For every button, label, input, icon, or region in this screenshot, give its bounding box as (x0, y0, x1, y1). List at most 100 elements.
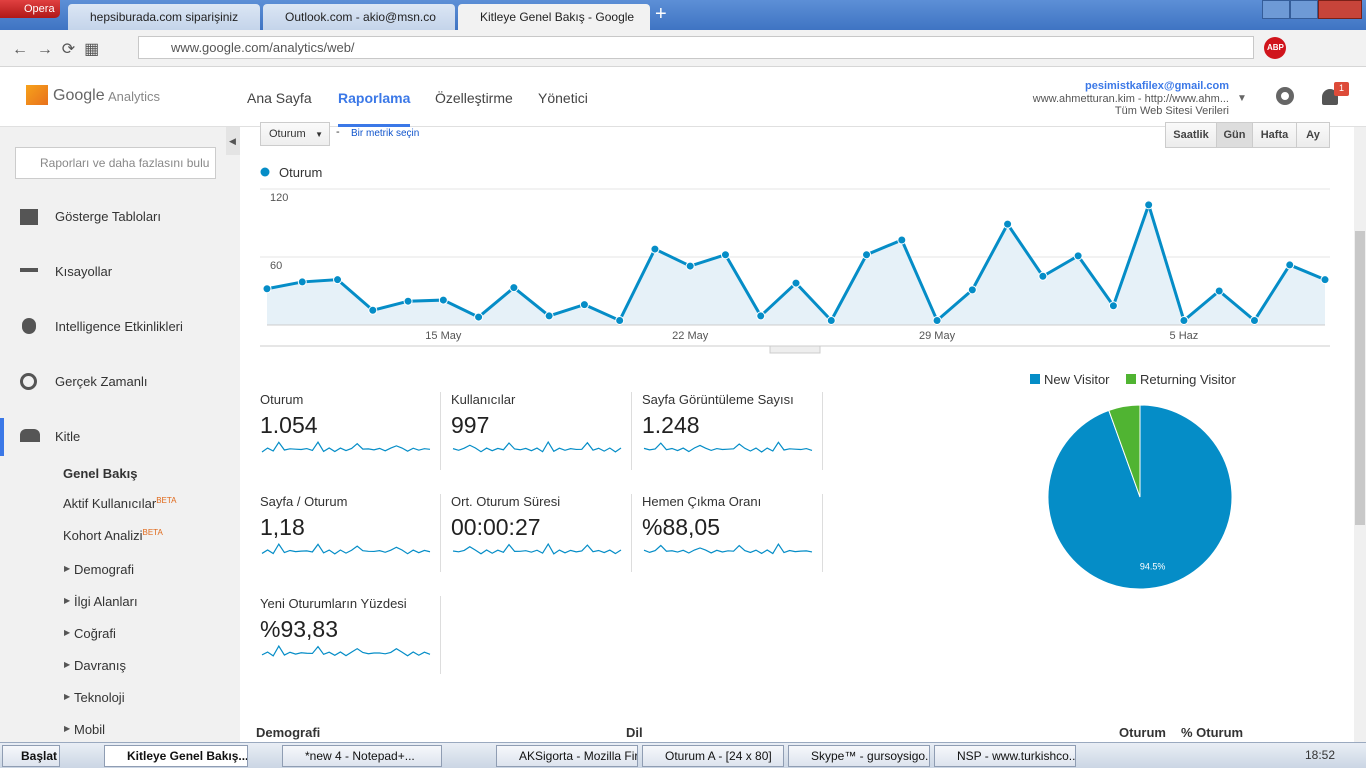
point (685, 261, 695, 271)
point (1073, 251, 1083, 261)
scroll-thumb[interactable] (1355, 231, 1365, 525)
close[interactable] (1318, 0, 1362, 19)
task-item[interactable]: NSP - www.turkishco... (934, 745, 1076, 767)
new-tab[interactable]: + (655, 3, 667, 25)
metric-value: 00:00:27 (451, 514, 541, 540)
task-item[interactable]: Kitleye Genel Bakış... (104, 745, 248, 767)
icon (22, 318, 36, 334)
logo-icon (26, 85, 48, 105)
x-tick-label: 5 Haz (1170, 330, 1199, 342)
sparkline (261, 644, 431, 657)
nav-group[interactable]: Demografi (74, 562, 134, 577)
task-item[interactable]: AKSigorta - Mozilla Fir... (496, 745, 638, 767)
icon (20, 209, 38, 225)
nav-buttons[interactable]: ← → ⟳ ▦ (12, 41, 100, 58)
point (333, 275, 343, 285)
nav-subitem[interactable]: Kohort AnaliziBETA (63, 528, 163, 543)
granularity-button-active[interactable]: Gün (1216, 122, 1253, 148)
nav-group[interactable]: Davranış (74, 658, 127, 673)
taskbar: Başlat Kitleye Genel Bakış... *new 4 - No… (0, 742, 1366, 768)
pie-slice (1047, 404, 1233, 590)
account-dropdown[interactable]: ▼ (1237, 93, 1247, 104)
nav-group[interactable]: Teknoloji (74, 690, 125, 705)
nav-group[interactable]: Coğrafi (74, 626, 116, 641)
account-property[interactable]: www.ahmetturan.kim - http://www.ahm... (1032, 93, 1229, 105)
tab[interactable]: Outlook.com - akio@msn.co (263, 4, 455, 30)
maximize[interactable] (1290, 0, 1318, 19)
tab[interactable]: Kitleye Genel Bakış - Google (458, 4, 650, 30)
sparkline (261, 542, 431, 555)
nav-link[interactable]: Ana Sayfa (247, 90, 312, 106)
nav-group[interactable]: Mobil (74, 722, 106, 737)
point (862, 250, 872, 260)
divider (440, 596, 441, 674)
active-indicator (0, 418, 4, 456)
nav-section[interactable]: Gösterge Tabloları (55, 209, 161, 224)
settings-icon[interactable] (1276, 87, 1294, 105)
nav-link[interactable]: Özelleştirme (435, 90, 513, 106)
pie-slice (1108, 404, 1141, 498)
granularity-button[interactable]: Hafta (1252, 122, 1297, 148)
minimize[interactable] (1262, 0, 1290, 19)
metric-value: %88,05 (642, 514, 721, 540)
label: Kohort Analizi (63, 528, 143, 543)
point (297, 277, 307, 287)
task-item[interactable]: Oturum A - [24 x 80] (642, 745, 784, 767)
search-box[interactable]: Raporları ve daha fazlasını bulu (15, 147, 216, 179)
metric-value: %93,83 (260, 616, 339, 642)
nav-group[interactable]: İlgi Alanları (74, 594, 138, 609)
metric-label: Hemen Çıkma Oranı (642, 494, 762, 509)
nav-section[interactable]: Gerçek Zamanlı (55, 374, 148, 389)
adblock-button[interactable]: ABP (1264, 37, 1286, 59)
nav-section[interactable]: Kısayollar (55, 264, 113, 279)
nav-section[interactable]: Intelligence Etkinlikleri (55, 319, 183, 334)
legend-dot (260, 167, 270, 177)
point (615, 315, 625, 325)
divider (631, 494, 632, 572)
point (1320, 275, 1330, 285)
table-header: Dil (626, 725, 643, 740)
sparkline (452, 542, 622, 555)
url-field[interactable]: www.google.com/analytics/web/ (138, 36, 1254, 59)
icon (20, 268, 38, 272)
nav-subitem[interactable]: Aktif KullanıcılarBETA (63, 496, 177, 511)
point (403, 296, 413, 306)
y-tick-label: 60 (270, 260, 282, 272)
y-tick-label: 120 (270, 192, 288, 204)
point (438, 295, 448, 305)
point (967, 285, 977, 295)
nav-link-active[interactable]: Raporlama (338, 90, 411, 127)
start-button[interactable]: Başlat (2, 745, 60, 767)
opera-menu[interactable]: Opera (0, 0, 60, 18)
task-item[interactable]: Skype™ - gursoysigo... (788, 745, 930, 767)
sparkline (643, 441, 813, 453)
metric-label: Kullanıcılar (451, 392, 516, 407)
nav-section[interactable]: Kitle (55, 429, 81, 444)
point (368, 305, 378, 315)
collapse-sidebar[interactable]: ◀ (226, 127, 240, 155)
sparkline (261, 441, 431, 453)
scrollbar (1354, 127, 1366, 742)
tab-bar: Opera hepsiburada.com siparişiniz Outloo… (0, 0, 1366, 30)
metric-select[interactable]: Oturum ▼ (260, 122, 330, 146)
nav-link[interactable]: Yönetici (538, 90, 588, 106)
divider (822, 392, 823, 470)
account-view[interactable]: Tüm Web Sitesi Verileri (1114, 105, 1229, 117)
table-header: Demografi (256, 725, 321, 740)
expand-arrow: ▶ (64, 596, 71, 605)
metric-value: 1.248 (642, 412, 700, 438)
legend-label: New Visitor (1044, 372, 1110, 387)
granularity-button[interactable]: Saatlik (1165, 122, 1217, 148)
tab[interactable]: hepsiburada.com siparişiniz (68, 4, 260, 30)
task-item[interactable]: *new 4 - Notepad+... (282, 745, 442, 767)
add-metric[interactable]: Bir metrik seçin (351, 128, 420, 139)
ga-header: Google Analytics Ana Sayfa Raporlama Öze… (0, 67, 1366, 127)
point (509, 283, 519, 293)
granularity-button[interactable]: Ay (1296, 122, 1330, 148)
expand-arrow: ▶ (64, 628, 71, 637)
badge: BETA (142, 528, 163, 537)
point (720, 250, 730, 260)
nav-subitem[interactable]: Genel Bakış (63, 466, 138, 481)
account-email[interactable]: pesimistkafilex@gmail.com (1084, 80, 1229, 92)
point (932, 315, 942, 325)
